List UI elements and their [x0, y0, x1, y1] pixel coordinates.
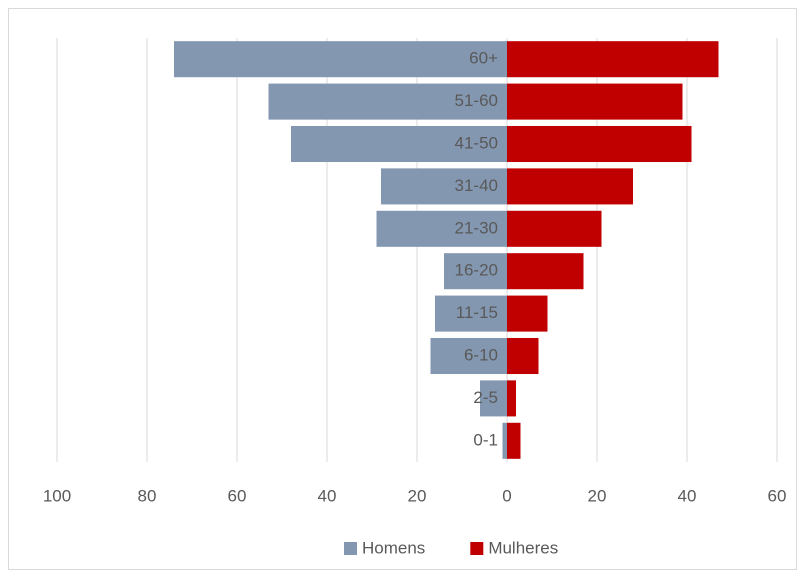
- bar: [507, 253, 584, 290]
- x-tick-label: 60: [228, 486, 247, 505]
- bar: [507, 210, 602, 247]
- bar: [507, 295, 548, 332]
- bar: [507, 41, 719, 78]
- category-label: 60+: [469, 49, 498, 68]
- category-label: 0-1: [473, 430, 498, 449]
- category-label: 2-5: [473, 388, 498, 407]
- legend-label: Mulheres: [488, 538, 558, 557]
- x-tick-label: 0: [502, 486, 511, 505]
- x-tick-label: 40: [318, 486, 337, 505]
- bar: [480, 380, 507, 417]
- category-label: 51-60: [455, 91, 498, 110]
- x-tick-label: 20: [408, 486, 427, 505]
- bar: [381, 168, 507, 205]
- bar: [268, 83, 507, 120]
- category-label: 6-10: [464, 345, 498, 364]
- bar: [291, 125, 507, 163]
- bar: [435, 295, 507, 332]
- bar: [507, 380, 516, 417]
- legend-swatch: [470, 542, 484, 555]
- bar: [174, 41, 507, 78]
- bar: [507, 168, 633, 205]
- bar: [507, 125, 692, 163]
- legend-label: Homens: [362, 538, 425, 557]
- category-label: 11-15: [456, 303, 498, 322]
- x-tick-label: 100: [43, 486, 71, 505]
- bar: [502, 422, 507, 459]
- bar: [507, 337, 539, 375]
- legend-swatch: [344, 542, 357, 555]
- x-tick-label: 20: [588, 486, 607, 505]
- category-label: 16-20: [455, 261, 498, 280]
- bar: [444, 253, 507, 290]
- bar: [507, 83, 683, 120]
- x-tick-label: 60: [768, 486, 787, 505]
- category-label: 21-30: [455, 218, 498, 237]
- x-tick-label: 40: [678, 486, 697, 505]
- x-tick-label: 80: [138, 486, 157, 505]
- bar: [507, 422, 521, 459]
- bar: [430, 337, 507, 375]
- category-label: 31-40: [455, 176, 498, 195]
- bar: [376, 210, 507, 247]
- category-label: 41-50: [455, 133, 498, 152]
